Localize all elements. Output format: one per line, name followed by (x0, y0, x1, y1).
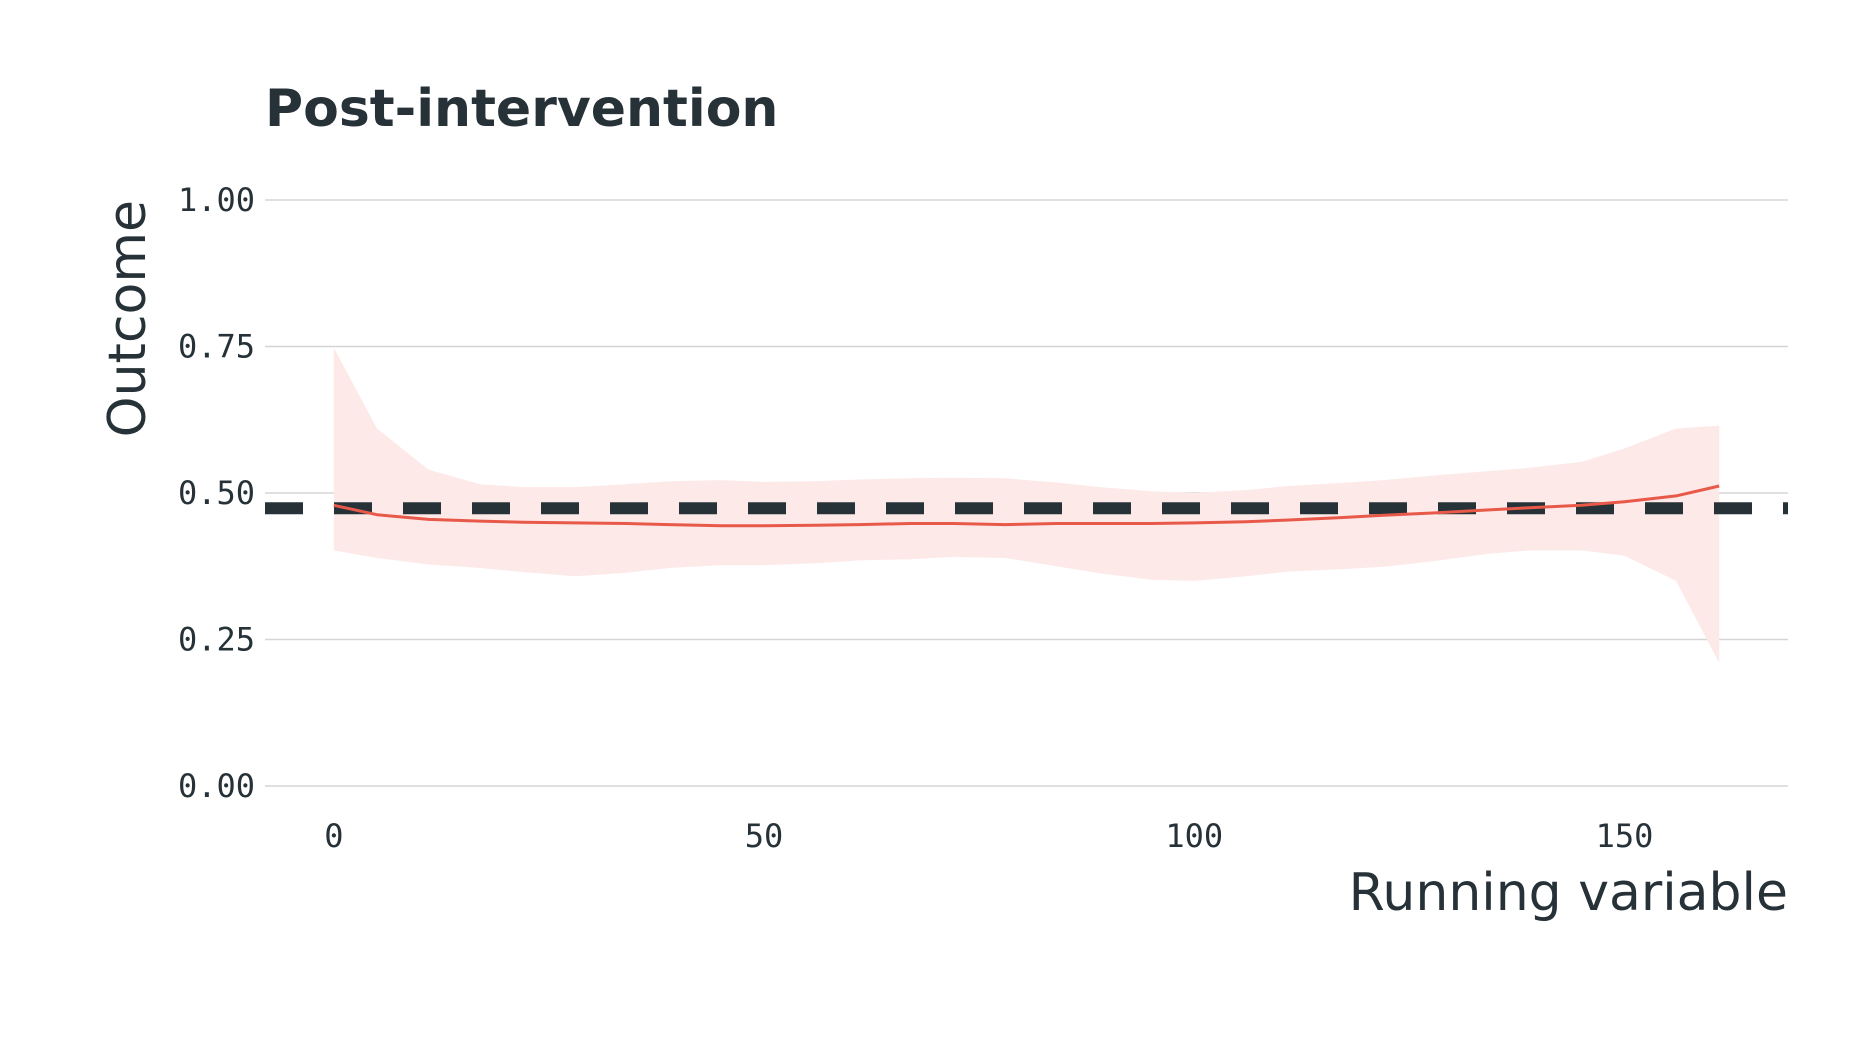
chart-title: Post-intervention (265, 79, 778, 139)
series-line (333, 484, 1720, 528)
y-axis-title: Outcome (98, 200, 158, 437)
series-line-layer (333, 484, 1720, 528)
x-tick-label: 100 (1165, 817, 1223, 855)
x-tick-label: 0 (324, 817, 343, 855)
x-axis-title: Running variable (1349, 863, 1788, 923)
x-axis-ticks: 0 50 100 150 (324, 817, 1653, 855)
y-tick-label: 1.00 (178, 181, 255, 219)
y-tick-label: 0.50 (178, 474, 255, 512)
x-tick-label: 50 (745, 817, 784, 855)
y-tick-label: 0.75 (178, 328, 255, 366)
y-tick-label: 0.00 (178, 767, 255, 805)
y-axis-ticks: 0.00 0.25 0.50 0.75 1.00 (178, 181, 255, 805)
y-tick-label: 0.25 (178, 621, 255, 659)
x-tick-label: 150 (1596, 817, 1654, 855)
